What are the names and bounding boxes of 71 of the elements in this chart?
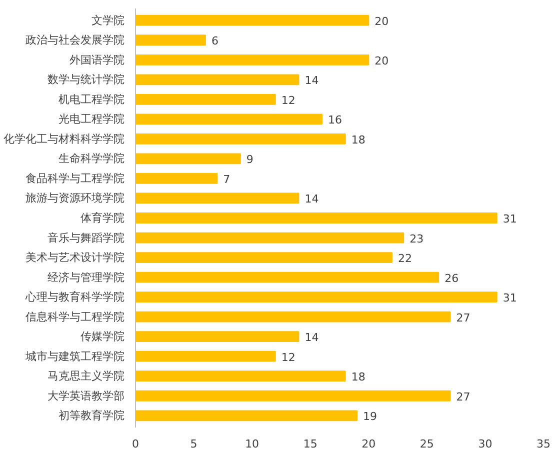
y-tick-label: 信息科学与工程学院	[26, 310, 124, 324]
y-tick-label: 大学英语教学部	[48, 389, 124, 402]
bar	[136, 54, 370, 66]
y-tick-label: 光电工程学院	[58, 112, 124, 126]
data-label: 6	[211, 34, 218, 48]
x-tick-label: 0	[132, 438, 139, 450]
data-label: 14	[304, 74, 319, 88]
x-tick-label: 5	[190, 438, 198, 450]
y-tick-label: 初等教育学院	[58, 409, 124, 422]
data-label: 20	[374, 14, 389, 28]
bar	[136, 134, 346, 144]
y-tick-label: 音乐与舞蹈学院	[48, 231, 124, 244]
y-tick-label: 美术与艺术设计学院	[26, 251, 124, 264]
data-label: 19	[362, 410, 377, 424]
bar	[136, 292, 498, 302]
bar	[136, 173, 218, 184]
bar	[136, 114, 323, 125]
data-label: 31	[502, 212, 517, 226]
data-label: 26	[444, 272, 459, 285]
data-label: 27	[456, 311, 470, 324]
y-tick-label: 政治与社会发展学院	[26, 34, 124, 47]
y-tick-label: 心理与教育科学学院	[24, 290, 124, 304]
x-tick-label: 35	[536, 438, 550, 450]
bar	[136, 212, 498, 224]
data-label: 27	[456, 390, 470, 404]
y-tick-label: 文学院	[92, 14, 124, 27]
y-tick-label: 体育学院	[80, 212, 124, 224]
bar	[136, 252, 392, 263]
bar	[136, 74, 300, 86]
bar	[136, 370, 346, 382]
y-tick-label: 城市与建筑工程学院	[24, 350, 124, 363]
bar	[136, 94, 276, 105]
x-tick-label: 25	[420, 438, 434, 450]
bar	[136, 153, 241, 164]
data-label: 22	[398, 252, 412, 266]
y-tick-label: 外国语学院	[70, 53, 124, 66]
x-tick-label: 10	[245, 438, 260, 450]
data-label: 14	[304, 331, 319, 344]
y-tick-label: 经济与管理学院	[48, 270, 124, 284]
data-label: 9	[246, 153, 254, 166]
y-tick-label: 食品科学与工程学院	[26, 172, 124, 185]
data-label: 20	[374, 54, 389, 68]
data-label: 18	[351, 133, 366, 146]
x-tick-label: 20	[362, 438, 376, 450]
data-label: 31	[502, 292, 517, 305]
y-tick-label: 化学化工与材料科学学院	[4, 132, 124, 146]
y-tick-label: 数学与统计学院	[48, 73, 124, 86]
x-tick-label: 15	[303, 438, 318, 450]
data-label: 12	[281, 94, 296, 107]
bar	[136, 311, 451, 322]
bar	[136, 14, 370, 26]
bar	[136, 390, 451, 402]
data-label: 16	[328, 114, 342, 127]
x-tick-label: 30	[478, 438, 492, 450]
y-tick-label: 旅游与资源环境学院	[26, 192, 124, 205]
bar	[136, 34, 206, 46]
bar	[136, 350, 276, 362]
data-label: 7	[223, 172, 230, 186]
y-tick-label: 机电工程学院	[58, 92, 124, 106]
bar	[136, 232, 404, 244]
y-tick-label: 生命科学学院	[58, 152, 124, 166]
bar	[136, 192, 300, 204]
data-label: 23	[410, 232, 424, 246]
y-tick-label: 马克思主义学院	[48, 370, 124, 383]
bar	[136, 331, 300, 342]
data-label: 14	[304, 192, 319, 206]
data-label: 18	[351, 370, 366, 384]
y-tick-label: 传媒学院	[80, 330, 124, 344]
bar	[136, 272, 440, 283]
data-label: 12	[281, 350, 296, 364]
bar	[136, 410, 358, 422]
